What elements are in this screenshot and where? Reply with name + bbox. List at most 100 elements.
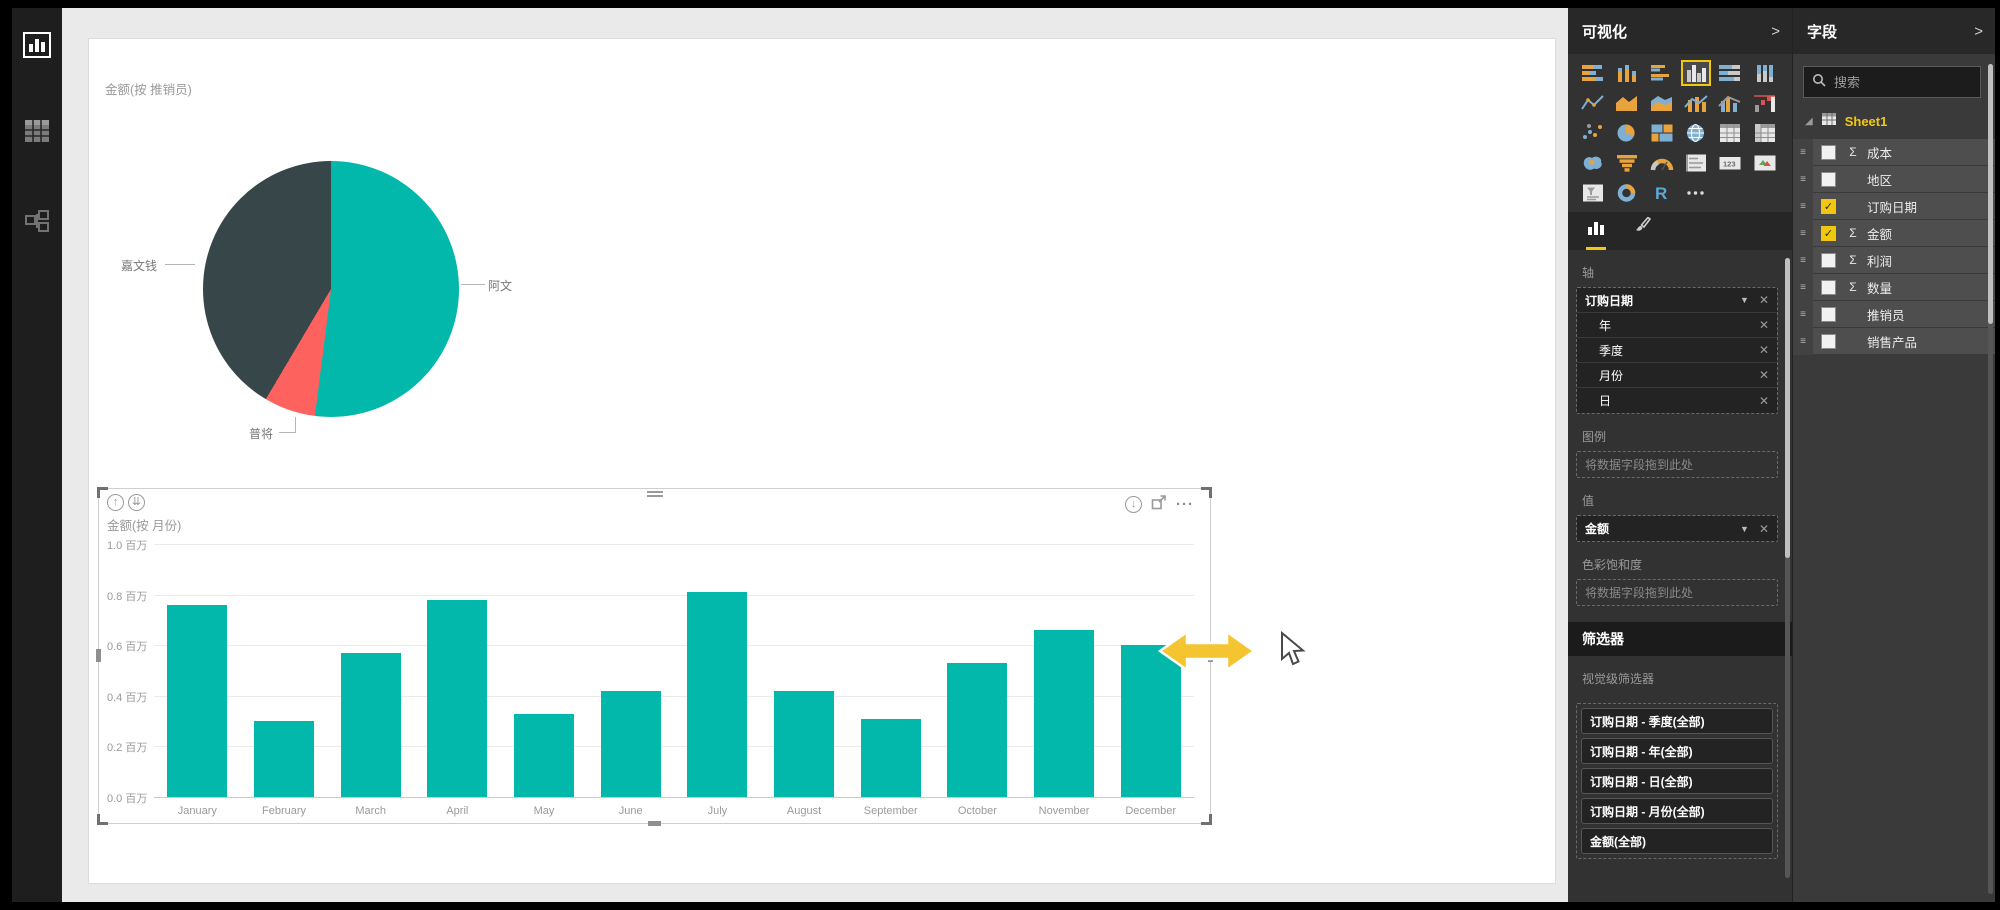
resize-handle-left[interactable] (96, 649, 101, 662)
bar-june[interactable] (600, 690, 661, 797)
field-row-成本[interactable]: ≡ Σ 成本 (1793, 138, 1995, 166)
field-checkbox[interactable]: ✓ (1821, 198, 1836, 214)
remove-field-icon[interactable]: ✕ (1758, 521, 1769, 536)
field-dropdown-caret-icon[interactable]: ▼ (1740, 523, 1749, 534)
remove-field-icon[interactable]: ✕ (1758, 318, 1769, 332)
resize-handle-top-left[interactable] (97, 487, 108, 498)
treemap-icon[interactable] (1647, 120, 1677, 146)
visual-filter-chip[interactable]: 金额(全部) (1581, 828, 1773, 854)
gauge-icon[interactable] (1647, 150, 1677, 176)
waterfall-chart-icon[interactable] (1750, 90, 1780, 116)
axis-field-日[interactable]: 日 ✕ (1577, 388, 1777, 413)
donut-chart-icon[interactable] (1612, 180, 1642, 206)
bar-chart-visual[interactable]: ↑ ⇊ ↓ ··· 金额(按 月份) 1.0 百万 0.8 百万 0.6 百万 0.4… (96, 487, 1213, 826)
r-script-visual-icon[interactable]: R (1647, 180, 1677, 206)
matrix-icon[interactable] (1750, 120, 1780, 146)
collapse-fields-icon[interactable]: > (1974, 22, 1983, 40)
field-checkbox[interactable] (1821, 171, 1836, 187)
model-view-button[interactable] (12, 200, 62, 246)
bar-february[interactable] (254, 721, 314, 797)
100-stacked-column-chart-icon[interactable] (1750, 60, 1780, 86)
bar-september[interactable] (860, 718, 921, 797)
bar-april[interactable] (427, 599, 488, 797)
move-grip[interactable] (646, 491, 663, 499)
focus-mode-icon[interactable] (1151, 494, 1167, 515)
report-view-button[interactable] (12, 24, 62, 70)
field-row-地区[interactable]: ≡ 地区 (1793, 165, 1995, 193)
filled-map-icon[interactable] (1578, 150, 1608, 176)
tab-fields[interactable] (1586, 219, 1606, 250)
expand-collapse-icon[interactable]: ◢ (1805, 116, 1813, 127)
table-node-sheet1[interactable]: ◢ Sheet1 (1793, 98, 1995, 139)
bar-august[interactable] (774, 690, 835, 797)
remove-field-icon[interactable]: ✕ (1758, 293, 1769, 307)
axis-field-季度[interactable]: 季度 ✕ (1577, 338, 1777, 363)
report-page[interactable]: 金额(按 推销员) 阿文 普将 嘉文钱 (88, 38, 1556, 884)
table-icon[interactable] (1715, 120, 1745, 146)
field-checkbox[interactable]: ✓ (1821, 225, 1836, 241)
tab-format[interactable] (1632, 216, 1652, 250)
bar-january[interactable] (167, 604, 228, 797)
line-chart-icon[interactable] (1578, 90, 1608, 116)
visual-filter-chip[interactable]: 订购日期 - 季度(全部) (1581, 708, 1773, 734)
drag-handle-icon[interactable]: ≡ (1793, 246, 1813, 274)
line-and-stacked-column-chart-icon[interactable] (1681, 90, 1711, 116)
stacked-area-chart-icon[interactable] (1647, 90, 1677, 116)
field-dropdown-caret-icon[interactable]: ▼ (1740, 295, 1749, 305)
stacked-bar-chart-icon[interactable] (1578, 60, 1608, 86)
resize-handle-top-right[interactable] (1201, 487, 1212, 498)
field-checkbox[interactable] (1821, 306, 1836, 322)
drag-handle-icon[interactable]: ≡ (1793, 192, 1813, 220)
kpi-icon[interactable] (1750, 150, 1780, 176)
fields-scrollbar[interactable] (1988, 64, 1993, 894)
bar-may[interactable] (514, 713, 575, 797)
visual-filter-chip[interactable]: 订购日期 - 月份(全部) (1581, 798, 1773, 824)
slicer-icon[interactable] (1578, 180, 1608, 206)
field-row-利润[interactable]: ≡ Σ 利润 (1793, 246, 1995, 274)
pie-chart-icon[interactable] (1612, 120, 1642, 146)
funnel-icon[interactable] (1612, 150, 1642, 176)
bar-july[interactable] (687, 592, 748, 797)
drill-mode-button[interactable]: ↓ (1125, 496, 1142, 513)
remove-field-icon[interactable]: ✕ (1758, 368, 1769, 382)
drag-handle-icon[interactable]: ≡ (1793, 138, 1813, 166)
resize-handle-right[interactable] (1208, 649, 1213, 662)
remove-field-icon[interactable]: ✕ (1758, 343, 1769, 357)
drag-handle-icon[interactable]: ≡ (1793, 165, 1813, 193)
clustered-bar-chart-icon[interactable] (1647, 60, 1677, 86)
search-input[interactable] (1834, 74, 1954, 90)
drag-handle-icon[interactable]: ≡ (1793, 327, 1813, 355)
visual-filter-chip[interactable]: 订购日期 - 日(全部) (1581, 768, 1773, 794)
drag-handle-icon[interactable]: ≡ (1793, 219, 1813, 247)
more-visuals-icon[interactable] (1681, 180, 1711, 206)
100-stacked-bar-chart-icon[interactable] (1715, 60, 1745, 86)
clustered-column-chart-icon[interactable] (1680, 60, 1711, 86)
field-row-数量[interactable]: ≡ Σ 数量 (1793, 273, 1995, 301)
saturation-drop-area[interactable]: 将数据字段拖到此处 (1576, 579, 1778, 606)
bar-november[interactable] (1034, 630, 1095, 797)
card-icon[interactable]: 123 (1715, 150, 1745, 176)
resize-handle-bottom-left[interactable] (97, 814, 108, 825)
field-checkbox[interactable] (1821, 333, 1836, 349)
field-row-销售产品[interactable]: ≡ 销售产品 (1793, 327, 1995, 355)
more-options-button[interactable]: ··· (1176, 496, 1194, 513)
drag-handle-icon[interactable]: ≡ (1793, 300, 1813, 328)
field-search-box[interactable] (1803, 66, 1981, 98)
bar-march[interactable] (340, 652, 401, 797)
area-chart-icon[interactable] (1612, 90, 1642, 116)
drag-handle-icon[interactable]: ≡ (1793, 273, 1813, 301)
multi-row-card-icon[interactable] (1681, 150, 1711, 176)
field-checkbox[interactable] (1821, 144, 1836, 160)
field-checkbox[interactable] (1821, 279, 1836, 295)
data-view-button[interactable] (12, 110, 62, 156)
pie-chart[interactable] (203, 161, 459, 417)
field-row-订购日期[interactable]: ≡ ✓ 订购日期 (1793, 192, 1995, 220)
values-field-金额[interactable]: 金额 ▼ ✕ (1577, 516, 1777, 541)
remove-field-icon[interactable]: ✕ (1758, 393, 1769, 408)
visualizations-scrollbar[interactable] (1785, 258, 1790, 878)
bar-december[interactable] (1120, 645, 1181, 797)
field-row-金额[interactable]: ≡ ✓ Σ 金额 (1793, 219, 1995, 247)
field-checkbox[interactable] (1821, 252, 1836, 268)
axis-field-订购日期[interactable]: 订购日期 ▼ ✕ (1577, 288, 1777, 313)
line-and-clustered-column-chart-icon[interactable] (1715, 90, 1745, 116)
